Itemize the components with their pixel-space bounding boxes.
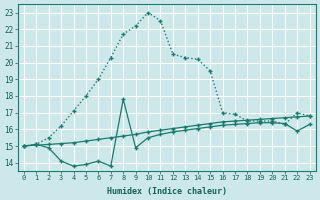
X-axis label: Humidex (Indice chaleur): Humidex (Indice chaleur) [107,187,227,196]
